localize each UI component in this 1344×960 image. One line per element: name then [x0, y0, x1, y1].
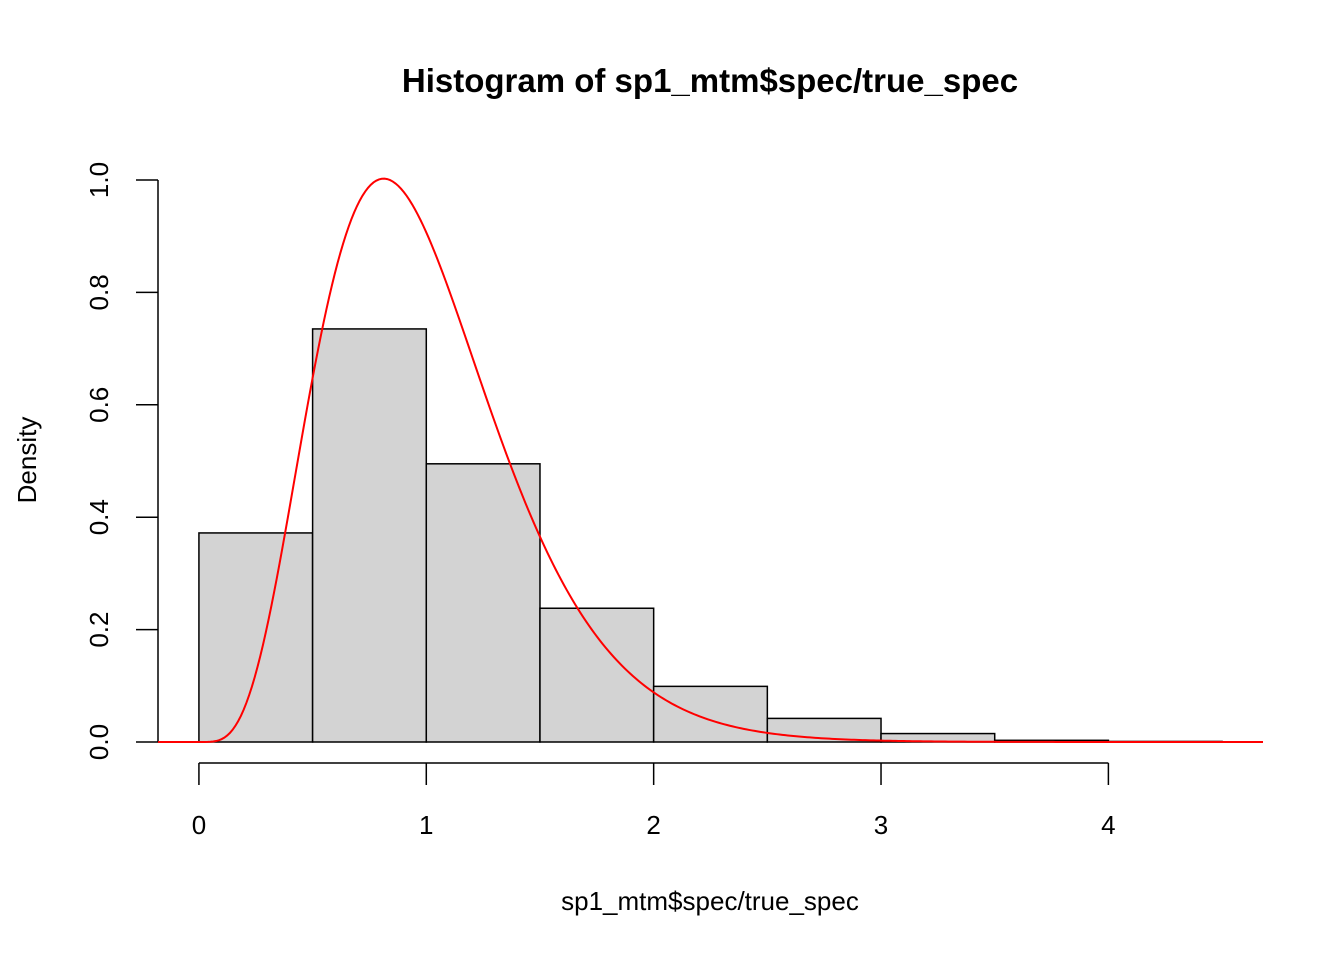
histogram-bar-0: [198, 532, 314, 743]
histogram-bars: [198, 328, 1223, 743]
y-axis: 0.0 0.2 0.4 0.6 0.8 1.0: [84, 162, 159, 760]
density-curve-layer: [158, 177, 1263, 743]
histogram-bar-1: [311, 328, 428, 743]
y-tick-label: 0.4: [84, 499, 114, 535]
y-tick-label: 0.0: [84, 724, 114, 760]
histogram-bar-3: [539, 607, 655, 743]
y-tick-label: 0.8: [84, 274, 114, 310]
x-axis: 0 1 2 3 4: [192, 762, 1116, 840]
histogram-bar-4: [652, 685, 769, 743]
histogram-bar-2: [425, 463, 541, 743]
density-curve: [158, 177, 1263, 743]
y-tick-label: 0.6: [84, 387, 114, 423]
y-tick-label: 1.0: [84, 162, 114, 198]
x-tick-label: 3: [874, 810, 888, 840]
x-tick-label: 0: [192, 810, 206, 840]
x-axis-label: sp1_mtm$spec/true_spec: [561, 886, 859, 916]
y-axis-label: Density: [12, 417, 42, 504]
x-tick-label: 2: [646, 810, 660, 840]
x-tick-label: 1: [419, 810, 433, 840]
chart-title: Histogram of sp1_mtm$spec/true_spec: [402, 62, 1018, 99]
y-tick-label: 0.2: [84, 612, 114, 648]
x-tick-label: 4: [1101, 810, 1115, 840]
